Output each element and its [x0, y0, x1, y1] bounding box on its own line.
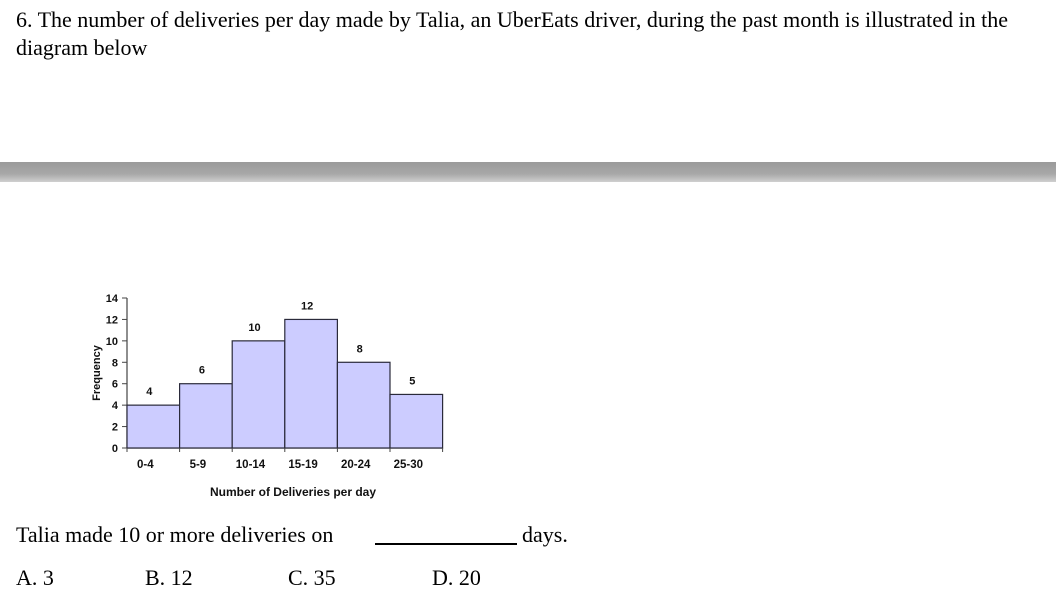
separator-bar	[0, 162, 1056, 182]
option-b[interactable]: B. 12	[145, 565, 193, 590]
y-tick-label: 4	[112, 400, 119, 412]
answer-blank[interactable]	[375, 543, 517, 545]
histogram-bar	[231, 340, 286, 449]
bar-data-label: 6	[199, 365, 205, 377]
y-tick-label: 10	[106, 336, 118, 348]
y-tick-label: 2	[112, 422, 118, 434]
question-text: 6. The number of deliveries per day made…	[16, 7, 1008, 60]
bar-data-label: 8	[357, 343, 363, 355]
x-axis-label: Number of Deliveries per day	[210, 485, 376, 499]
y-tick-label: 6	[112, 379, 118, 391]
x-category-label: 20-24	[341, 459, 371, 471]
y-tick-label: 14	[106, 293, 119, 305]
histogram-bar	[284, 318, 338, 449]
x-category-label: 5-9	[190, 459, 207, 471]
histogram-bar	[389, 393, 444, 449]
answer-prompt: Talia made 10 or more deliveries on	[16, 522, 334, 547]
bar-data-label: 10	[248, 322, 260, 334]
option-d[interactable]: D. 20	[432, 565, 481, 590]
option-c[interactable]: C. 35	[288, 565, 336, 590]
histogram-chart: 0 2 4 6 8 10 12 14 Frequency 4 0-4 6 5-9 10 10-14 12 15-…	[91, 293, 444, 499]
y-tick-label: 8	[112, 357, 118, 369]
x-category-label: 10-14	[236, 459, 266, 471]
option-a[interactable]: A. 3	[16, 565, 54, 590]
y-tick-label: 0	[112, 443, 118, 455]
answer-suffix: days.	[522, 522, 568, 547]
bar-data-label: 12	[301, 300, 313, 312]
y-axis-label: Frequency	[91, 344, 103, 401]
histogram-bar	[126, 404, 181, 449]
bar-data-label: 5	[409, 375, 415, 387]
x-category-label: 0-4	[137, 459, 154, 471]
bar-data-label: 4	[146, 386, 153, 398]
histogram-bar	[336, 361, 391, 449]
x-category-label: 25-30	[394, 459, 423, 471]
x-category-label: 15-19	[288, 459, 317, 471]
histogram-bar	[179, 383, 233, 449]
y-tick-label: 12	[106, 314, 118, 326]
